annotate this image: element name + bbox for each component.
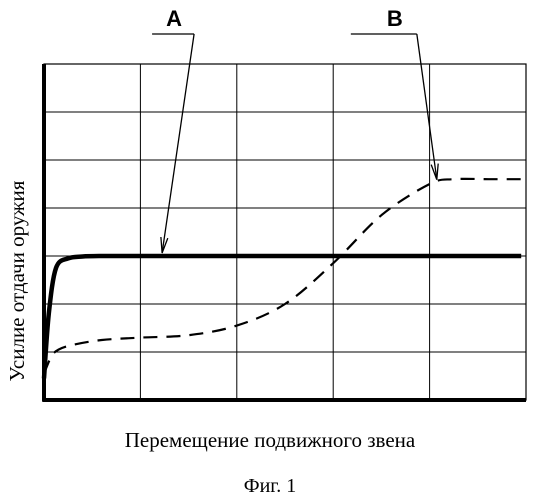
plot-frame (44, 64, 526, 400)
callout-leader-b (417, 34, 437, 180)
callout-leader-a (162, 34, 194, 253)
y-axis-label: Усилие отдачи оружия (5, 180, 29, 381)
axes (43, 64, 527, 402)
callout-label-a: A (166, 6, 182, 31)
grid (44, 64, 526, 400)
series-line-a (44, 256, 521, 378)
callouts: AB (152, 6, 438, 253)
series-lines (44, 179, 521, 379)
x-axis-label: Перемещение подвижного звена (125, 428, 416, 452)
figure-caption: Фиг. 1 (244, 475, 296, 497)
callout-label-b: B (387, 6, 403, 31)
